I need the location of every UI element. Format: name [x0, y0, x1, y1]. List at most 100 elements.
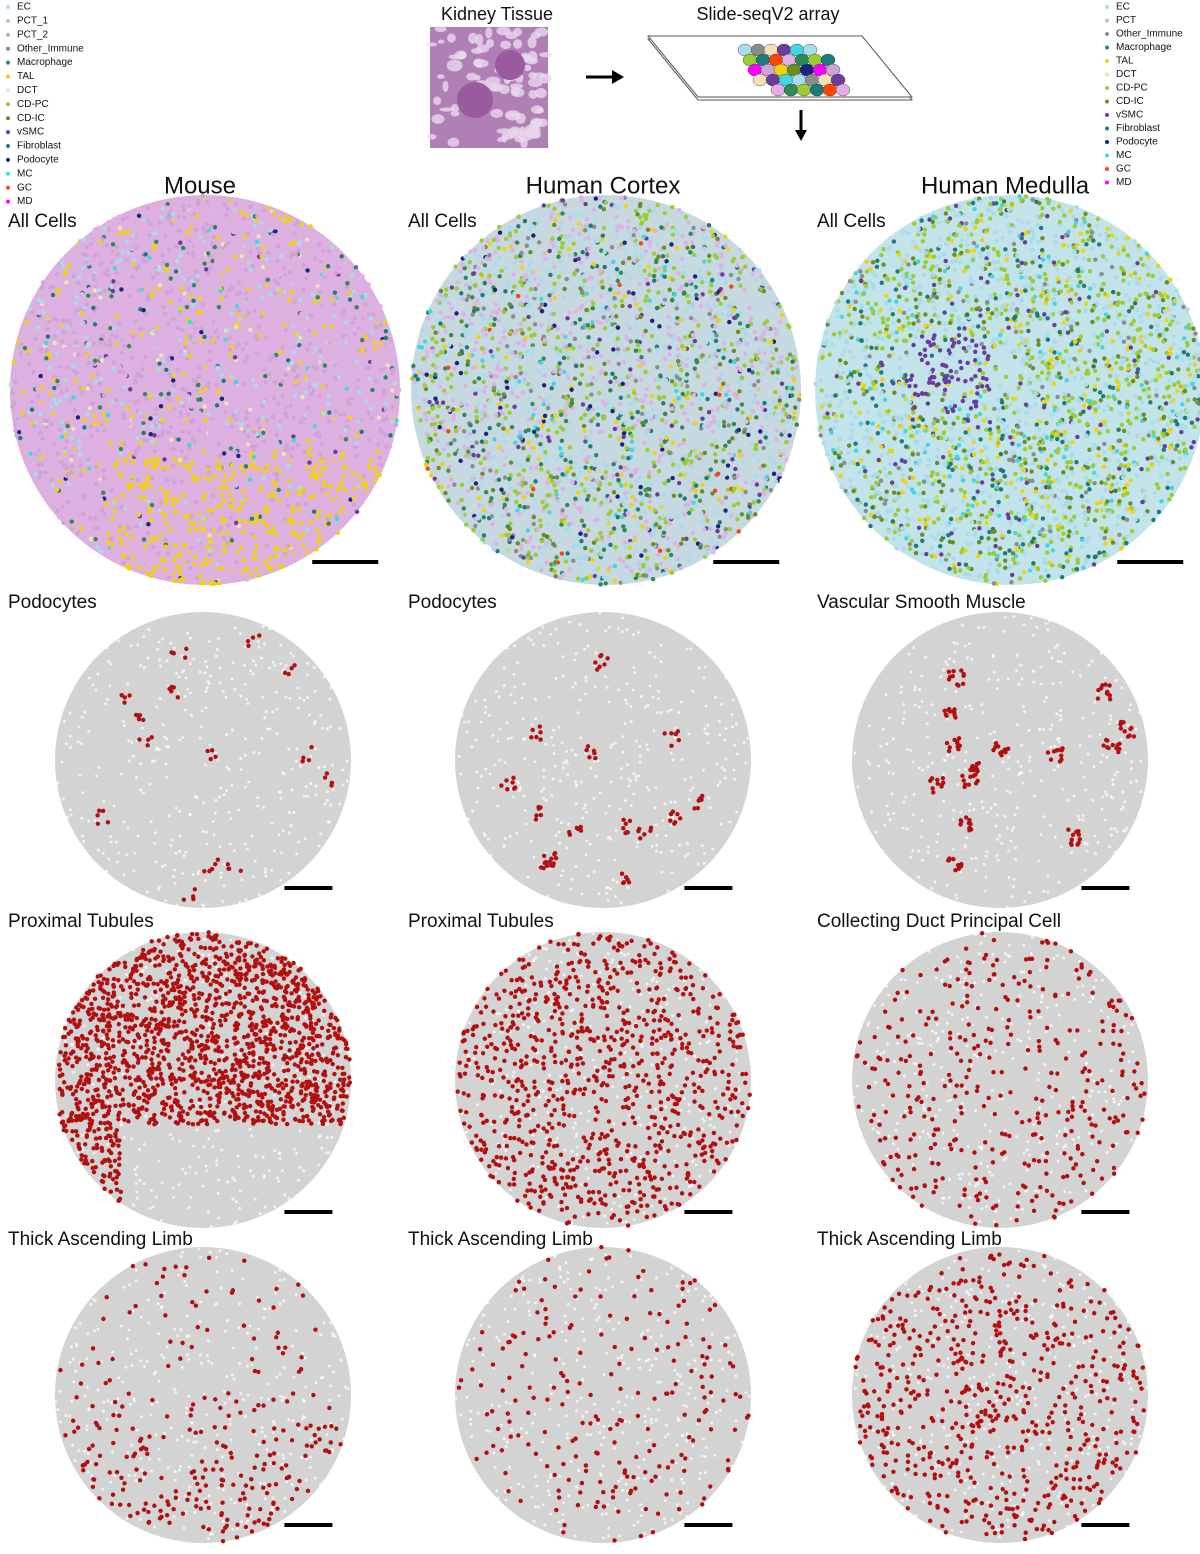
- cell: [476, 335, 480, 339]
- cell: [30, 421, 34, 425]
- cell: [429, 374, 433, 378]
- cell: [703, 514, 707, 518]
- cell: [226, 241, 230, 245]
- cell: [568, 343, 572, 347]
- cell: [646, 228, 650, 232]
- cell: [347, 370, 351, 374]
- cell: [601, 460, 605, 464]
- cell: [163, 229, 167, 233]
- cell: [270, 443, 274, 447]
- cell: [560, 245, 564, 249]
- cell: [570, 234, 574, 238]
- cell: [701, 235, 705, 239]
- cell: [321, 385, 325, 389]
- cell: [500, 449, 504, 453]
- cell: [299, 312, 303, 316]
- cell: [449, 333, 453, 337]
- cell: [602, 207, 606, 211]
- cell: [176, 326, 180, 330]
- cell: [281, 544, 285, 548]
- cell: [41, 280, 45, 284]
- cell: [614, 419, 618, 423]
- legend-label: PCT_2: [17, 29, 49, 40]
- cell: [462, 506, 466, 510]
- cell: [654, 260, 658, 264]
- cell: [209, 540, 213, 544]
- cell: [468, 250, 472, 254]
- cell: [57, 410, 61, 414]
- cell: [411, 364, 415, 368]
- cell: [480, 439, 484, 443]
- cell: [356, 326, 360, 330]
- cell: [698, 344, 702, 348]
- cell: [672, 266, 676, 270]
- cell: [360, 295, 364, 299]
- cell: [562, 356, 566, 360]
- cell: [46, 334, 50, 338]
- legend-label: DCT: [1116, 69, 1137, 80]
- cell: [700, 489, 704, 493]
- cell: [593, 518, 597, 522]
- cell: [728, 527, 732, 531]
- cell: [222, 536, 226, 540]
- cell: [112, 501, 116, 505]
- cell: [288, 403, 292, 407]
- cell: [24, 360, 28, 364]
- cell: [131, 263, 135, 267]
- cell: [598, 582, 602, 586]
- cell: [355, 510, 359, 514]
- cell: [717, 497, 721, 501]
- cell: [326, 522, 330, 526]
- cell: [70, 527, 74, 531]
- cell: [295, 497, 299, 501]
- cell: [643, 329, 647, 333]
- cell: [162, 373, 166, 377]
- cell: [732, 503, 736, 507]
- cell: [620, 196, 624, 200]
- cell: [23, 435, 27, 439]
- cell: [188, 320, 192, 324]
- cell: [65, 440, 69, 444]
- cell: [529, 466, 533, 470]
- cell: [548, 298, 552, 302]
- cell: [482, 533, 486, 537]
- cell: [82, 493, 86, 497]
- cell: [786, 323, 790, 327]
- cell: [711, 336, 715, 340]
- legend-label: CD-PC: [1116, 83, 1148, 94]
- cell: [60, 339, 64, 343]
- cell: [527, 396, 531, 400]
- cell: [713, 325, 717, 329]
- cell: [477, 388, 481, 392]
- cell: [133, 452, 137, 456]
- cell: [525, 491, 529, 495]
- cell: [472, 380, 476, 384]
- cell: [56, 383, 60, 387]
- cell: [792, 416, 796, 420]
- cell: [447, 485, 451, 489]
- cell: [334, 271, 338, 275]
- cell: [691, 226, 695, 230]
- cell: [316, 492, 320, 496]
- cell: [716, 345, 720, 349]
- cell: [493, 288, 497, 292]
- cell: [249, 451, 253, 455]
- cell: [587, 469, 591, 473]
- cell: [278, 220, 282, 224]
- cell: [55, 272, 59, 276]
- cell: [364, 335, 368, 339]
- cell: [737, 529, 741, 533]
- cell: [771, 348, 775, 352]
- cell: [190, 278, 194, 282]
- cell: [514, 354, 518, 358]
- cell: [519, 371, 523, 375]
- cell: [640, 405, 644, 409]
- cell: [768, 413, 772, 417]
- cell: [333, 450, 337, 454]
- tissue-lumen: [528, 72, 536, 79]
- cell: [318, 354, 322, 358]
- legend-swatch: [6, 200, 10, 204]
- cell: [705, 547, 709, 551]
- cell: [609, 330, 613, 334]
- cell: [184, 254, 188, 258]
